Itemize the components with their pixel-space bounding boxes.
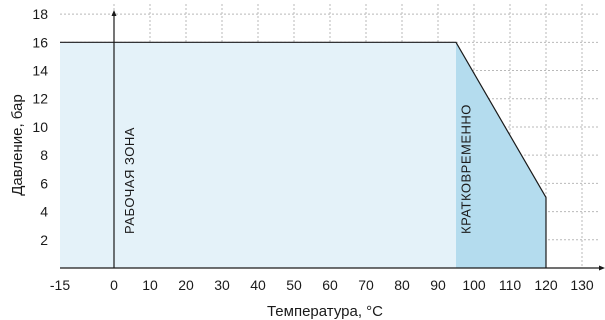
x-tick-label: 100 <box>462 277 486 293</box>
y-tick-label: 18 <box>32 6 48 22</box>
x-axis-title: Температура, °С <box>267 303 383 320</box>
y-tick-label: 16 <box>32 34 48 50</box>
x-tick-label: 80 <box>394 277 410 293</box>
y-axis-title: Давление, бар <box>9 94 26 196</box>
x-tick-label: 10 <box>142 277 158 293</box>
y-tick-label: 8 <box>40 147 48 163</box>
x-tick-label: 90 <box>430 277 446 293</box>
y-tick-label: 10 <box>32 119 48 135</box>
zones: РАБОЧАЯ ЗОНА КРАТКОВРЕМЕННО <box>60 42 546 268</box>
x-tick-label: 110 <box>499 277 522 293</box>
zone-label-working: РАБОЧАЯ ЗОНА <box>122 127 137 234</box>
x-axis-arrow <box>599 265 605 271</box>
y-tick-label: 14 <box>32 63 48 79</box>
series-line <box>60 41 547 268</box>
y-tick-label: 12 <box>32 91 48 107</box>
series <box>60 41 547 268</box>
x-tick-label: 20 <box>178 277 194 293</box>
x-tick-label: 50 <box>286 277 302 293</box>
y-tick-label: 6 <box>40 175 48 191</box>
y-tick-label: 2 <box>40 232 48 248</box>
x-tick-label: 60 <box>322 277 338 293</box>
x-tick-label: 30 <box>214 277 230 293</box>
y-tick-label: 4 <box>40 204 48 220</box>
x-tick-label: -15 <box>50 277 70 293</box>
x-tick-label: 120 <box>534 277 558 293</box>
zone-short-term-area <box>456 42 546 268</box>
zone-label-short-term: КРАТКОВРЕМЕННО <box>458 104 473 234</box>
x-tick-label: 130 <box>570 277 594 293</box>
tick-labels: -15 0 10 20 30 40 50 60 70 80 90 100 110 120 130 2 4 6 8 10… <box>32 6 593 293</box>
x-tick-label: 40 <box>250 277 266 293</box>
x-tick-label: 70 <box>358 277 374 293</box>
axes <box>60 10 605 271</box>
x-tick-label: 0 <box>110 277 118 293</box>
y-axis-arrow <box>111 10 117 16</box>
zone-working-area <box>60 42 456 268</box>
